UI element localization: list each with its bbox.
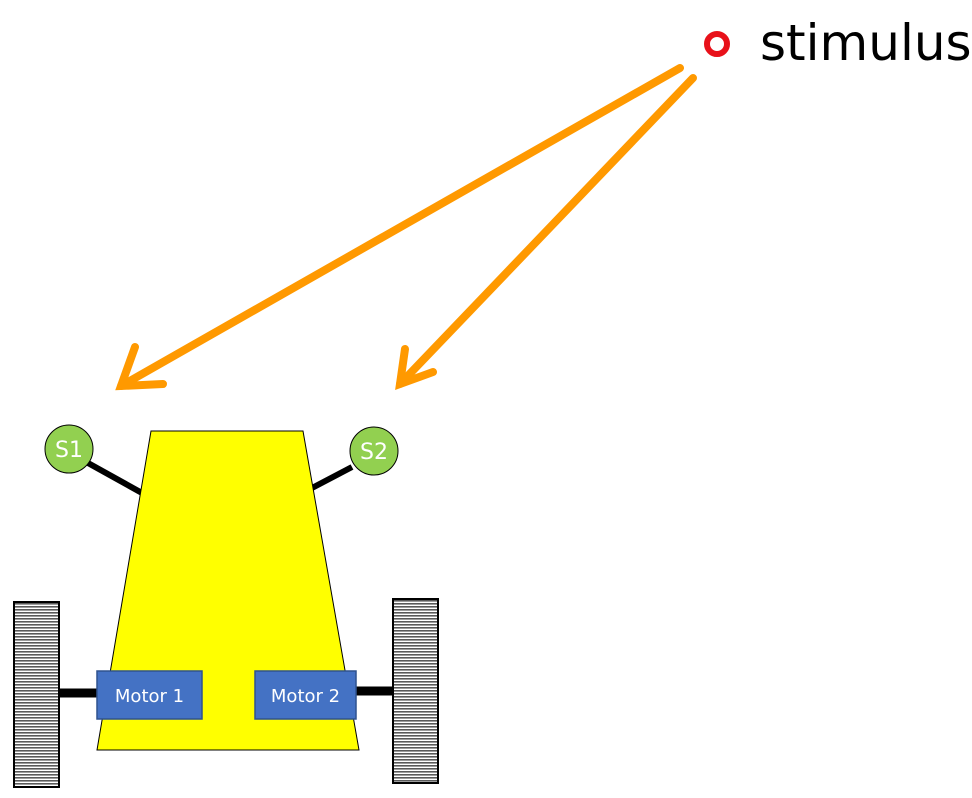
sensor-s1: S1 [44,424,94,474]
motor-1-box [96,670,203,720]
sensor-arm-right [310,464,354,491]
motor-2-label: Motor 2 [271,686,340,707]
motor-2: Motor 2 [254,670,357,720]
sensor-s1-circle [44,424,94,474]
wheel-right [392,598,439,784]
sensor-arms [86,460,354,496]
motor-1: Motor 1 [96,670,203,720]
sensor-s1-label: S1 [55,438,83,463]
arrow-to-s1 [115,64,684,391]
stimulus: stimulus [704,14,972,72]
motor-2-box [254,670,357,720]
sensor-arm-left [86,460,144,496]
motor-1-label: Motor 1 [115,686,184,707]
sensor-s2-circle [349,426,399,476]
sensor-s2: S2 [349,426,399,476]
stimulus-dot [704,31,730,57]
wheels [13,598,439,788]
stimulus-label: stimulus [760,14,972,72]
axles [58,686,395,698]
wheel-left [13,601,60,788]
arrow-to-s2 [395,74,697,391]
sensor-s2-label: S2 [360,440,388,465]
stimulus-arrows [115,64,697,391]
